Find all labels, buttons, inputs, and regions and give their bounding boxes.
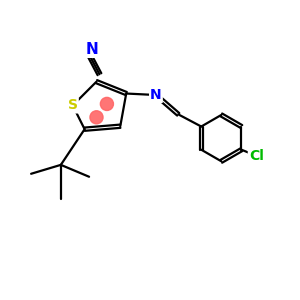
Circle shape <box>100 98 113 110</box>
Text: Cl: Cl <box>249 148 264 163</box>
Text: S: S <box>68 98 78 112</box>
Circle shape <box>90 111 103 124</box>
Text: N: N <box>85 42 98 57</box>
Text: N: N <box>150 88 162 102</box>
